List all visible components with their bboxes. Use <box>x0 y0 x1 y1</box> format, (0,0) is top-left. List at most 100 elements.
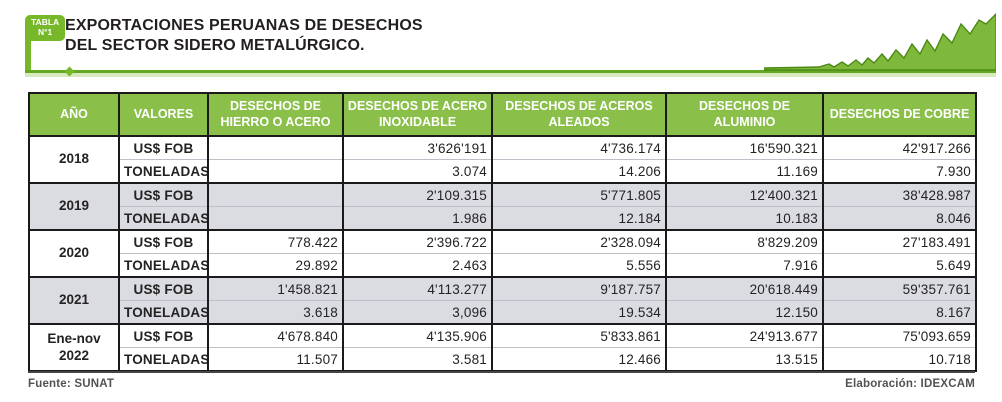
fob-value-cell: 24'913.677 <box>665 323 824 348</box>
value-label-fob: US$ FOB <box>118 276 209 301</box>
fob-value-cell: 16'590.321 <box>665 135 824 160</box>
table-row-toneladas: TONELADAS 29.892 2.463 5.556 7.916 5.649 <box>29 253 977 278</box>
value-label-toneladas: TONELADAS <box>118 253 209 278</box>
table-row-fob: 2020 US$ FOB 778.422 2'396.722 2'328.094 8'82… <box>28 229 977 277</box>
fob-value-cell <box>207 135 344 160</box>
toneladas-value-cell: 13.515 <box>665 347 824 372</box>
year-cell: 2019 <box>28 182 120 230</box>
toneladas-value-cell <box>207 206 344 231</box>
badge-line2: N°1 <box>37 26 53 37</box>
toneladas-value-cell: 11.169 <box>665 159 824 184</box>
badge-line1: TABLA <box>31 17 60 27</box>
toneladas-value-cell: 3.074 <box>342 159 493 184</box>
year-cell: Ene-nov 2022 <box>28 323 120 371</box>
fob-value-cell: 2'396.722 <box>342 229 493 254</box>
column-header-valores: VALORES <box>118 92 209 137</box>
fob-value-cell: 4'678.840 <box>207 323 344 348</box>
table-row-toneladas: TONELADAS 11.507 3.581 12.466 13.515 10.718 <box>29 347 977 372</box>
year-cell: 2021 <box>28 276 120 324</box>
column-header-ano: AÑO <box>28 92 120 137</box>
fob-value-cell: 59'357.761 <box>822 276 977 301</box>
value-label-fob: US$ FOB <box>118 229 209 254</box>
toneladas-value-cell: 3.581 <box>342 347 493 372</box>
fob-value-cell: 1'458.821 <box>207 276 344 301</box>
toneladas-value-cell: 10.183 <box>665 206 824 231</box>
fob-value-cell: 3'626'191 <box>342 135 493 160</box>
toneladas-value-cell: 7.916 <box>665 253 824 278</box>
exports-table: AÑO VALORES DESECHOS DE HIERRO O ACERO D… <box>28 92 977 372</box>
fob-value-cell: 9'187.757 <box>491 276 667 301</box>
year-cell: 2018 <box>28 135 120 183</box>
footer-source: Fuente: SUNAT <box>28 378 115 390</box>
fob-value-cell: 38'428.987 <box>822 182 977 207</box>
column-header-cobre: DESECHOS DE COBRE <box>822 92 977 137</box>
toneladas-value-cell: 12.150 <box>665 300 824 325</box>
toneladas-value-cell: 12.466 <box>491 347 667 372</box>
fob-value-cell: 8'829.209 <box>665 229 824 254</box>
growth-area-chart-decoration <box>764 13 996 71</box>
toneladas-value-cell: 10.718 <box>822 347 977 372</box>
value-label-fob: US$ FOB <box>118 323 209 348</box>
column-header-aluminio: DESECHOS DE ALUMINIO <box>665 92 824 137</box>
page-title-line1: EXPORTACIONES PERUANAS DE DESECHOS <box>65 17 423 34</box>
table-row-fob: 2021 US$ FOB 1'458.821 4'113.277 9'187.757 20… <box>28 276 977 324</box>
toneladas-value-cell: 5.649 <box>822 253 977 278</box>
value-label-fob: US$ FOB <box>118 182 209 207</box>
fob-value-cell: 4'113.277 <box>342 276 493 301</box>
page-title: EXPORTACIONES PERUANAS DE DESECHOS DEL S… <box>65 16 423 55</box>
fob-value-cell: 42'917.266 <box>822 135 977 160</box>
toneladas-value-cell: 12.184 <box>491 206 667 231</box>
table-row-fob: Ene-nov 2022 US$ FOB 4'678.840 4'135.906 5'8… <box>28 323 977 371</box>
toneladas-value-cell: 8.167 <box>822 300 977 325</box>
toneladas-value-cell: 8.046 <box>822 206 977 231</box>
toneladas-value-cell <box>207 159 344 184</box>
toneladas-value-cell: 1.986 <box>342 206 493 231</box>
toneladas-value-cell: 2.463 <box>342 253 493 278</box>
fob-value-cell: 4'736.174 <box>491 135 667 160</box>
fob-value-cell: 2'109.315 <box>342 182 493 207</box>
footer: Fuente: SUNAT Elaboración: IDEXCAM <box>28 378 975 390</box>
table-row-fob: 2019 US$ FOB 2'109.315 5'771.805 12'400.321 3… <box>28 182 977 230</box>
fob-value-cell: 2'328.094 <box>491 229 667 254</box>
toneladas-value-cell: 5.556 <box>491 253 667 278</box>
toneladas-value-cell: 14.206 <box>491 159 667 184</box>
table-header-row: AÑO VALORES DESECHOS DE HIERRO O ACERO D… <box>28 92 977 137</box>
toneladas-value-cell: 3.618 <box>207 300 344 325</box>
fob-value-cell: 4'135.906 <box>342 323 493 348</box>
table-row-toneladas: TONELADAS 3.074 14.206 11.169 7.930 <box>29 159 977 184</box>
column-header-aceros-aleados: DESECHOS DE ACEROS ALEADOS <box>491 92 667 137</box>
column-header-hierro-acero: DESECHOS DE HIERRO O ACERO <box>207 92 344 137</box>
fob-value-cell: 12'400.321 <box>665 182 824 207</box>
header-rule-band <box>25 72 996 77</box>
fob-value-cell: 778.422 <box>207 229 344 254</box>
page-title-line2: DEL SECTOR SIDERO METALÚRGICO. <box>65 36 365 54</box>
value-label-toneladas: TONELADAS <box>118 159 209 184</box>
table-row-fob: 2018 US$ FOB 3'626'191 4'736.174 16'590.321 4… <box>28 135 977 183</box>
table-body: 2018 US$ FOB 3'626'191 4'736.174 16'590.321 4… <box>28 135 977 372</box>
value-label-toneladas: TONELADAS <box>118 206 209 231</box>
column-header-acero-inoxidable: DESECHOS DE ACERO INOXIDABLE <box>342 92 493 137</box>
fob-value-cell: 75'093.659 <box>822 323 977 348</box>
fob-value-cell: 27'183.491 <box>822 229 977 254</box>
toneladas-value-cell: 19.534 <box>491 300 667 325</box>
toneladas-value-cell: 11.507 <box>207 347 344 372</box>
value-label-toneladas: TONELADAS <box>118 347 209 372</box>
fob-value-cell: 20'618.449 <box>665 276 824 301</box>
toneladas-value-cell: 29.892 <box>207 253 344 278</box>
fob-value-cell: 5'833.861 <box>491 323 667 348</box>
toneladas-value-cell: 7.930 <box>822 159 977 184</box>
table-number-badge: TABLA N°1 <box>25 15 66 41</box>
toneladas-value-cell: 3,096 <box>342 300 493 325</box>
badge-stem-decoration <box>25 36 31 73</box>
header-rule <box>25 70 996 73</box>
table-row-toneladas: TONELADAS 1.986 12.184 10.183 8.046 <box>29 206 977 231</box>
table-row-toneladas: TONELADAS 3.618 3,096 19.534 12.150 8.167 <box>29 300 977 325</box>
fob-value-cell <box>207 182 344 207</box>
fob-value-cell: 5'771.805 <box>491 182 667 207</box>
value-label-toneladas: TONELADAS <box>118 300 209 325</box>
value-label-fob: US$ FOB <box>118 135 209 160</box>
year-cell: 2020 <box>28 229 120 277</box>
footer-rule <box>28 371 975 373</box>
footer-elaboration: Elaboración: IDEXCAM <box>845 378 975 390</box>
